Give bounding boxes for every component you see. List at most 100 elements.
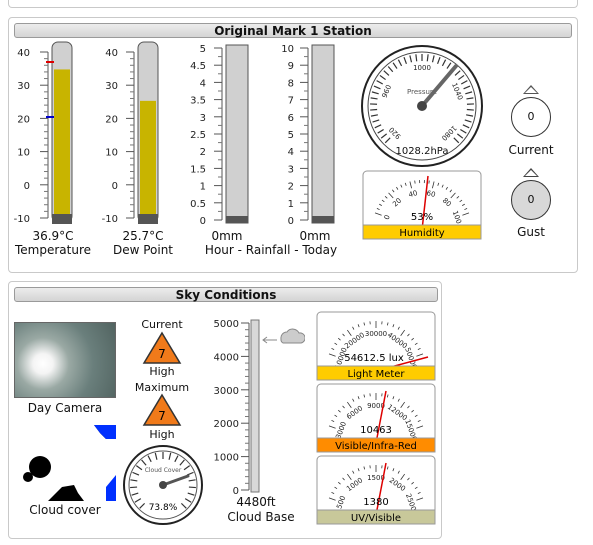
- current-alert-triangle: 7: [142, 331, 182, 364]
- cloud-gauge-needle: [161, 474, 190, 487]
- temperature-tick-label: 0: [24, 181, 30, 192]
- rain-today-tick-label: 9: [288, 61, 294, 72]
- rain-hour-tick-label: 4.5: [190, 61, 206, 72]
- rain-hour-tick-label: 0: [200, 216, 206, 227]
- cloud-base-tick-label: 1000: [214, 453, 239, 464]
- current-alert-value: 7: [158, 347, 166, 361]
- cloud-cover-label: Cloud cover: [29, 503, 101, 517]
- sky-title: Sky Conditions: [14, 287, 438, 302]
- cloud-gauge-caption: Cloud Cover: [145, 467, 182, 474]
- rain-today-tick-label: 10: [281, 44, 294, 55]
- temperature-tick-label: 10: [17, 148, 30, 159]
- rain-hour-gauge: 5 4.5 4 3.5 3 2.5 2 1.5 1 0.5 0: [190, 44, 249, 227]
- visible-ir-tick-label: 9000: [367, 402, 385, 410]
- previous-panel-edge: [8, 0, 578, 8]
- temperature-value: 36.9°C: [32, 229, 74, 243]
- cloud-base-tick-label: 3000: [214, 386, 239, 397]
- temperature-label: Temperature: [14, 243, 91, 257]
- rain-hour-tick-label: 1.5: [190, 164, 206, 175]
- humidity-value: 53%: [411, 212, 433, 223]
- dewpoint-tick-label: 20: [105, 114, 118, 125]
- dewpoint-fill: [140, 100, 156, 214]
- station-panel: Original Mark 1 Station: [8, 17, 578, 273]
- cloud-base-label: Cloud Base: [227, 510, 295, 524]
- cloud-base-tick-label: 2000: [214, 419, 239, 430]
- dewpoint-gauge: 40 30 20 10 0 -10: [102, 41, 159, 225]
- cloud-icon: [280, 328, 305, 344]
- pressure-tick-label: 1000: [413, 64, 431, 72]
- dewpoint-tick-label: 0: [112, 181, 118, 192]
- wind-up-arrow-icon: [523, 85, 539, 94]
- light-meter-tick-label: 30000: [365, 330, 387, 338]
- rain-today-value: 0mm: [299, 229, 331, 243]
- rain-today-tick-label: 5: [288, 130, 294, 141]
- rain-hour-tick-label: 2.5: [190, 130, 206, 141]
- rain-hour-tick-label: 3: [200, 113, 206, 124]
- dewpoint-tick-label: 40: [105, 48, 118, 59]
- rain-today-tick-label: 1: [288, 199, 294, 210]
- maximum-alert-triangle: 7: [142, 393, 182, 426]
- cloud-base-tick-label: 4000: [214, 352, 239, 363]
- rain-today-tick-label: 3: [288, 164, 294, 175]
- wind-current-label: Current: [508, 143, 554, 157]
- rain-hour-value: 0mm: [211, 229, 243, 243]
- dewpoint-value: 25.7°C: [122, 229, 164, 243]
- rain-hour-tick-label: 4: [200, 78, 206, 89]
- maximum-level: High: [149, 428, 175, 441]
- cloud-cover-gauge: Cloud Cover 73.8%: [123, 445, 203, 525]
- wind-gust-label: Gust: [517, 225, 545, 239]
- temperature-fill: [54, 69, 70, 214]
- cloud-gauge-value: 73.8%: [149, 503, 178, 513]
- uv-visible-label: UV/Visible: [351, 513, 401, 524]
- wind-gust-dial: 0: [511, 180, 551, 220]
- rain-today-tick-label: 8: [288, 78, 294, 89]
- visible-ir-value: 10463: [360, 425, 392, 436]
- rain-today-tick-label: 4: [288, 147, 294, 158]
- rain-hour-tick-label: 1: [200, 182, 206, 193]
- maximum-alert-value: 7: [158, 409, 166, 423]
- humidity-tick-label: 40: [408, 189, 419, 199]
- humidity-label: Humidity: [399, 228, 444, 239]
- humidity-tick-label: 0: [383, 214, 392, 221]
- rain-hour-tick-label: 5: [200, 44, 206, 55]
- uv-visible-needle: [375, 462, 387, 516]
- visible-ir-needle: [375, 390, 387, 444]
- cloud-base-value: 4480ft: [236, 495, 276, 509]
- rainfall-label: Hour - Rainfall - Today: [204, 243, 338, 257]
- rain-today-tick-label: 6: [288, 113, 294, 124]
- rain-today-tick-label: 2: [288, 182, 294, 193]
- humidity-needle: [421, 175, 429, 231]
- uv-visible-value: 1380: [363, 497, 388, 508]
- day-camera-label: Day Camera: [27, 401, 103, 415]
- visible-ir-label: Visible/Infra-Red: [335, 441, 417, 452]
- light-meter-label: Light Meter: [347, 369, 405, 380]
- pressure-caption: Pressure: [407, 88, 437, 96]
- pressure-value: 1028.2hPa: [395, 146, 448, 157]
- humidity-tick-label: 20: [391, 197, 403, 209]
- temperature-tick-label: 20: [17, 114, 30, 125]
- temperature-tick-label: 40: [17, 48, 30, 59]
- dewpoint-tick-label: -10: [102, 214, 118, 225]
- humidity-tick-label: 60: [426, 189, 437, 199]
- cloud-base-gauge: 5000 4000 3000 2000 1000 0: [214, 319, 305, 496]
- cloud-base-tick-label: 0: [233, 486, 239, 496]
- dewpoint-tick-label: 30: [105, 81, 118, 92]
- humidity-tick-label: 80: [441, 197, 453, 209]
- cloud-base-tick-label: 5000: [214, 319, 239, 330]
- day-camera-image[interactable]: [14, 322, 116, 398]
- temperature-tick-label: -10: [14, 214, 30, 225]
- current-label: Current: [141, 318, 183, 331]
- cloud-cover-image[interactable]: [14, 425, 116, 501]
- current-level: High: [149, 365, 175, 378]
- rain-today-tick-label: 0: [288, 216, 294, 227]
- rain-today-tick-label: 7: [288, 96, 294, 107]
- light-meter-value: 54612.5 lux: [344, 353, 404, 364]
- maximum-label: Maximum: [134, 381, 190, 394]
- temperature-tick-label: 30: [17, 81, 30, 92]
